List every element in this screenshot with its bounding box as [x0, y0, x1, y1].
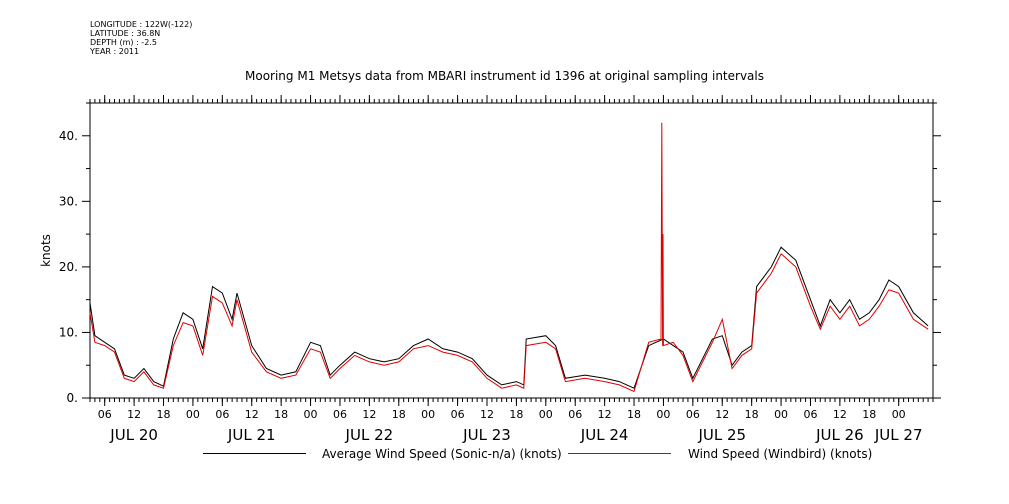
legend-line-series1: [203, 453, 306, 454]
x-tick-label: 12: [127, 408, 141, 421]
x-tick-label: 12: [598, 408, 612, 421]
y-axis-label: knots: [39, 234, 53, 267]
series-line-2: [89, 122, 929, 393]
y-tick-label: 30.: [59, 194, 78, 208]
x-tick-label: 12: [362, 408, 376, 421]
x-day-label: JUL 22: [345, 426, 394, 444]
x-tick-label: 18: [157, 408, 171, 421]
x-tick-label: 06: [333, 408, 347, 421]
legend-line-series2: [568, 453, 671, 454]
y-tick-label: 40.: [59, 129, 78, 143]
legend-label-series2: Wind Speed (Windbird) (knots): [688, 447, 873, 461]
x-tick-label: 00: [539, 408, 553, 421]
meta-latitude: LATITUDE : 36.8N: [90, 29, 161, 38]
x-tick-label: 00: [186, 408, 200, 421]
x-tick-label: 18: [627, 408, 641, 421]
series-line-1: [89, 246, 929, 389]
x-tick-label: 06: [215, 408, 229, 421]
x-tick-label: 06: [686, 408, 700, 421]
metadata-block: LONGITUDE : 122W(-122) LATITUDE : 36.8N …: [90, 20, 192, 56]
x-tick-label: 00: [304, 408, 318, 421]
meta-longitude: LONGITUDE : 122W(-122): [90, 20, 193, 29]
legend-label-series1: Average Wind Speed (Sonic-n/a) (knots): [322, 447, 562, 461]
y-tick-label: 10.: [59, 325, 78, 339]
x-tick-label: 12: [833, 408, 847, 421]
x-tick-label: 18: [274, 408, 288, 421]
x-tick-label: 12: [480, 408, 494, 421]
x-day-label: JUL 27: [874, 426, 923, 444]
x-tick-label: 12: [715, 408, 729, 421]
x-day-label: JUL 21: [227, 426, 276, 444]
chart-title: Mooring M1 Metsys data from MBARI instru…: [245, 69, 764, 83]
y-tick-label: 0.: [67, 391, 78, 405]
x-tick-label: 12: [245, 408, 259, 421]
x-tick-label: 06: [568, 408, 582, 421]
legend: Average Wind Speed (Sonic-n/a) (knots) W…: [0, 446, 1009, 464]
x-tick-label: 18: [745, 408, 759, 421]
x-tick-label: 18: [862, 408, 876, 421]
meta-depth: DEPTH (m) : -2.5: [90, 38, 157, 47]
x-tick-label: 18: [392, 408, 406, 421]
x-tick-label: 06: [451, 408, 465, 421]
x-tick-label: 06: [98, 408, 112, 421]
x-tick-label: 00: [656, 408, 670, 421]
x-tick-label: 00: [774, 408, 788, 421]
plot-frame: [89, 102, 934, 399]
x-day-label: JUL 20: [109, 426, 158, 444]
y-tick-label: 20.: [59, 260, 78, 274]
x-day-label: JUL 26: [815, 426, 864, 444]
x-tick-label: 18: [509, 408, 523, 421]
x-tick-label: 00: [421, 408, 435, 421]
x-tick-label: 00: [892, 408, 906, 421]
x-day-label: JUL 24: [580, 426, 629, 444]
x-day-label: JUL 23: [462, 426, 511, 444]
x-tick-label: 06: [803, 408, 817, 421]
x-day-label: JUL 25: [697, 426, 746, 444]
meta-year: YEAR : 2011: [90, 47, 140, 56]
